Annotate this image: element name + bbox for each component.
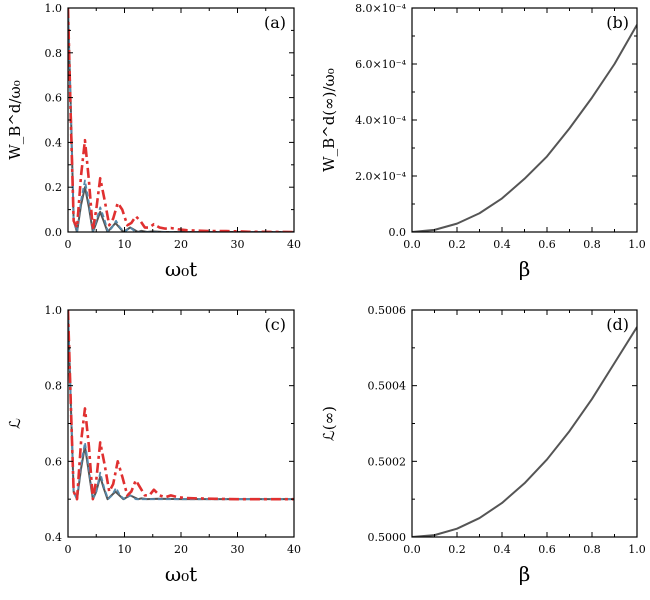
y-tick-label: 4.0×10⁻⁴ bbox=[355, 114, 407, 127]
x-tick-label: 0.8 bbox=[583, 238, 601, 251]
panel-label: (b) bbox=[606, 13, 629, 32]
y-tick-label: 1.0 bbox=[45, 2, 63, 15]
y-tick-label: 0.4 bbox=[45, 136, 63, 149]
x-tick-label: 30 bbox=[231, 543, 245, 556]
y-tick-label: 0.2 bbox=[45, 181, 63, 194]
x-tick-label: 10 bbox=[118, 238, 132, 251]
y-tick-label: 2.0×10⁻⁴ bbox=[355, 170, 407, 183]
x-tick-label: 0.6 bbox=[538, 543, 556, 556]
x-tick-label: 0.0 bbox=[403, 543, 421, 556]
axes-frame bbox=[411, 7, 638, 233]
series-line-solid bbox=[412, 326, 637, 537]
panel-d: 0.0 0.2 0.4 0.6 0.8 1.0 0.5000 0.5002 0.5004 0.50… bbox=[320, 304, 646, 586]
series-line-solid bbox=[68, 8, 294, 232]
panel-a: 0 10 20 30 40 0.0 0.2 0.4 0.6 0.8 1.0 (a) ω₀t W_B^d/ω… bbox=[6, 2, 301, 281]
x-tick-label: 20 bbox=[174, 238, 188, 251]
series-line-solid bbox=[68, 310, 294, 501]
x-tick-label: 0 bbox=[65, 238, 72, 251]
panel-c: 0 10 20 30 40 0.4 0.6 0.8 1.0 (c) ω₀t ℒ bbox=[6, 304, 301, 586]
y-tick-label: 0.0 bbox=[45, 226, 63, 239]
series-line-dashdot bbox=[68, 310, 294, 501]
x-tick-label: 0.8 bbox=[583, 543, 601, 556]
panel-label: (a) bbox=[264, 13, 286, 32]
x-tick-label: 40 bbox=[287, 238, 301, 251]
x-tick-label: 30 bbox=[231, 238, 245, 251]
y-tick-label: 0.6 bbox=[45, 92, 63, 105]
panel-label: (d) bbox=[606, 315, 629, 334]
x-axis-label: β bbox=[519, 257, 531, 281]
x-tick-label: 1.0 bbox=[628, 543, 646, 556]
x-tick-label: 0.0 bbox=[403, 238, 421, 251]
y-axis-label: ℒ(∞) bbox=[320, 406, 338, 441]
y-tick-label: 6.0×10⁻⁴ bbox=[355, 58, 407, 71]
x-tick-label: 0.6 bbox=[538, 238, 556, 251]
x-axis-label: β bbox=[519, 562, 531, 586]
y-tick-label: 1.0 bbox=[45, 304, 63, 317]
y-tick-label: 0.4 bbox=[45, 531, 63, 544]
axes-frame bbox=[67, 309, 295, 538]
y-tick-label: 0.8 bbox=[45, 47, 63, 60]
series-line-dashdot bbox=[68, 8, 294, 232]
panel-label: (c) bbox=[265, 315, 286, 334]
y-tick-label: 0.5006 bbox=[368, 304, 407, 317]
y-tick-label: 0.6 bbox=[45, 455, 63, 468]
panel-b: 0.0 0.2 0.4 0.6 0.8 1.0 0.0 2.0×10⁻⁴ 4.0×10⁻⁴ 6.0… bbox=[320, 2, 646, 281]
y-tick-label: 0.5004 bbox=[368, 380, 407, 393]
x-tick-label: 0.4 bbox=[493, 238, 511, 251]
y-tick-label: 8.0×10⁻⁴ bbox=[355, 2, 407, 15]
x-tick-label: 0 bbox=[65, 543, 72, 556]
x-axis-label: ω₀t bbox=[165, 257, 197, 281]
y-axis-label: ℒ bbox=[6, 418, 24, 429]
y-tick-label: 0.0 bbox=[389, 226, 407, 239]
x-tick-label: 10 bbox=[118, 543, 132, 556]
x-tick-label: 40 bbox=[287, 543, 301, 556]
x-tick-label: 0.2 bbox=[448, 543, 466, 556]
y-axis-label: W_B^d(∞)/ω₀ bbox=[320, 68, 338, 172]
x-tick-label: 0.4 bbox=[493, 543, 511, 556]
x-tick-label: 1.0 bbox=[628, 238, 646, 251]
axes-frame bbox=[67, 7, 295, 233]
series-line-dash bbox=[68, 8, 294, 232]
y-tick-label: 0.5002 bbox=[368, 455, 407, 468]
axes-frame bbox=[411, 309, 638, 538]
y-tick-label: 0.8 bbox=[45, 380, 63, 393]
y-tick-label: 0.5000 bbox=[368, 531, 407, 544]
x-axis-label: ω₀t bbox=[165, 562, 197, 586]
x-tick-label: 0.2 bbox=[448, 238, 466, 251]
x-tick-label: 20 bbox=[174, 543, 188, 556]
series-line-solid bbox=[412, 24, 637, 232]
y-axis-label: W_B^d/ω₀ bbox=[6, 80, 24, 159]
series-line-dash bbox=[68, 310, 294, 501]
